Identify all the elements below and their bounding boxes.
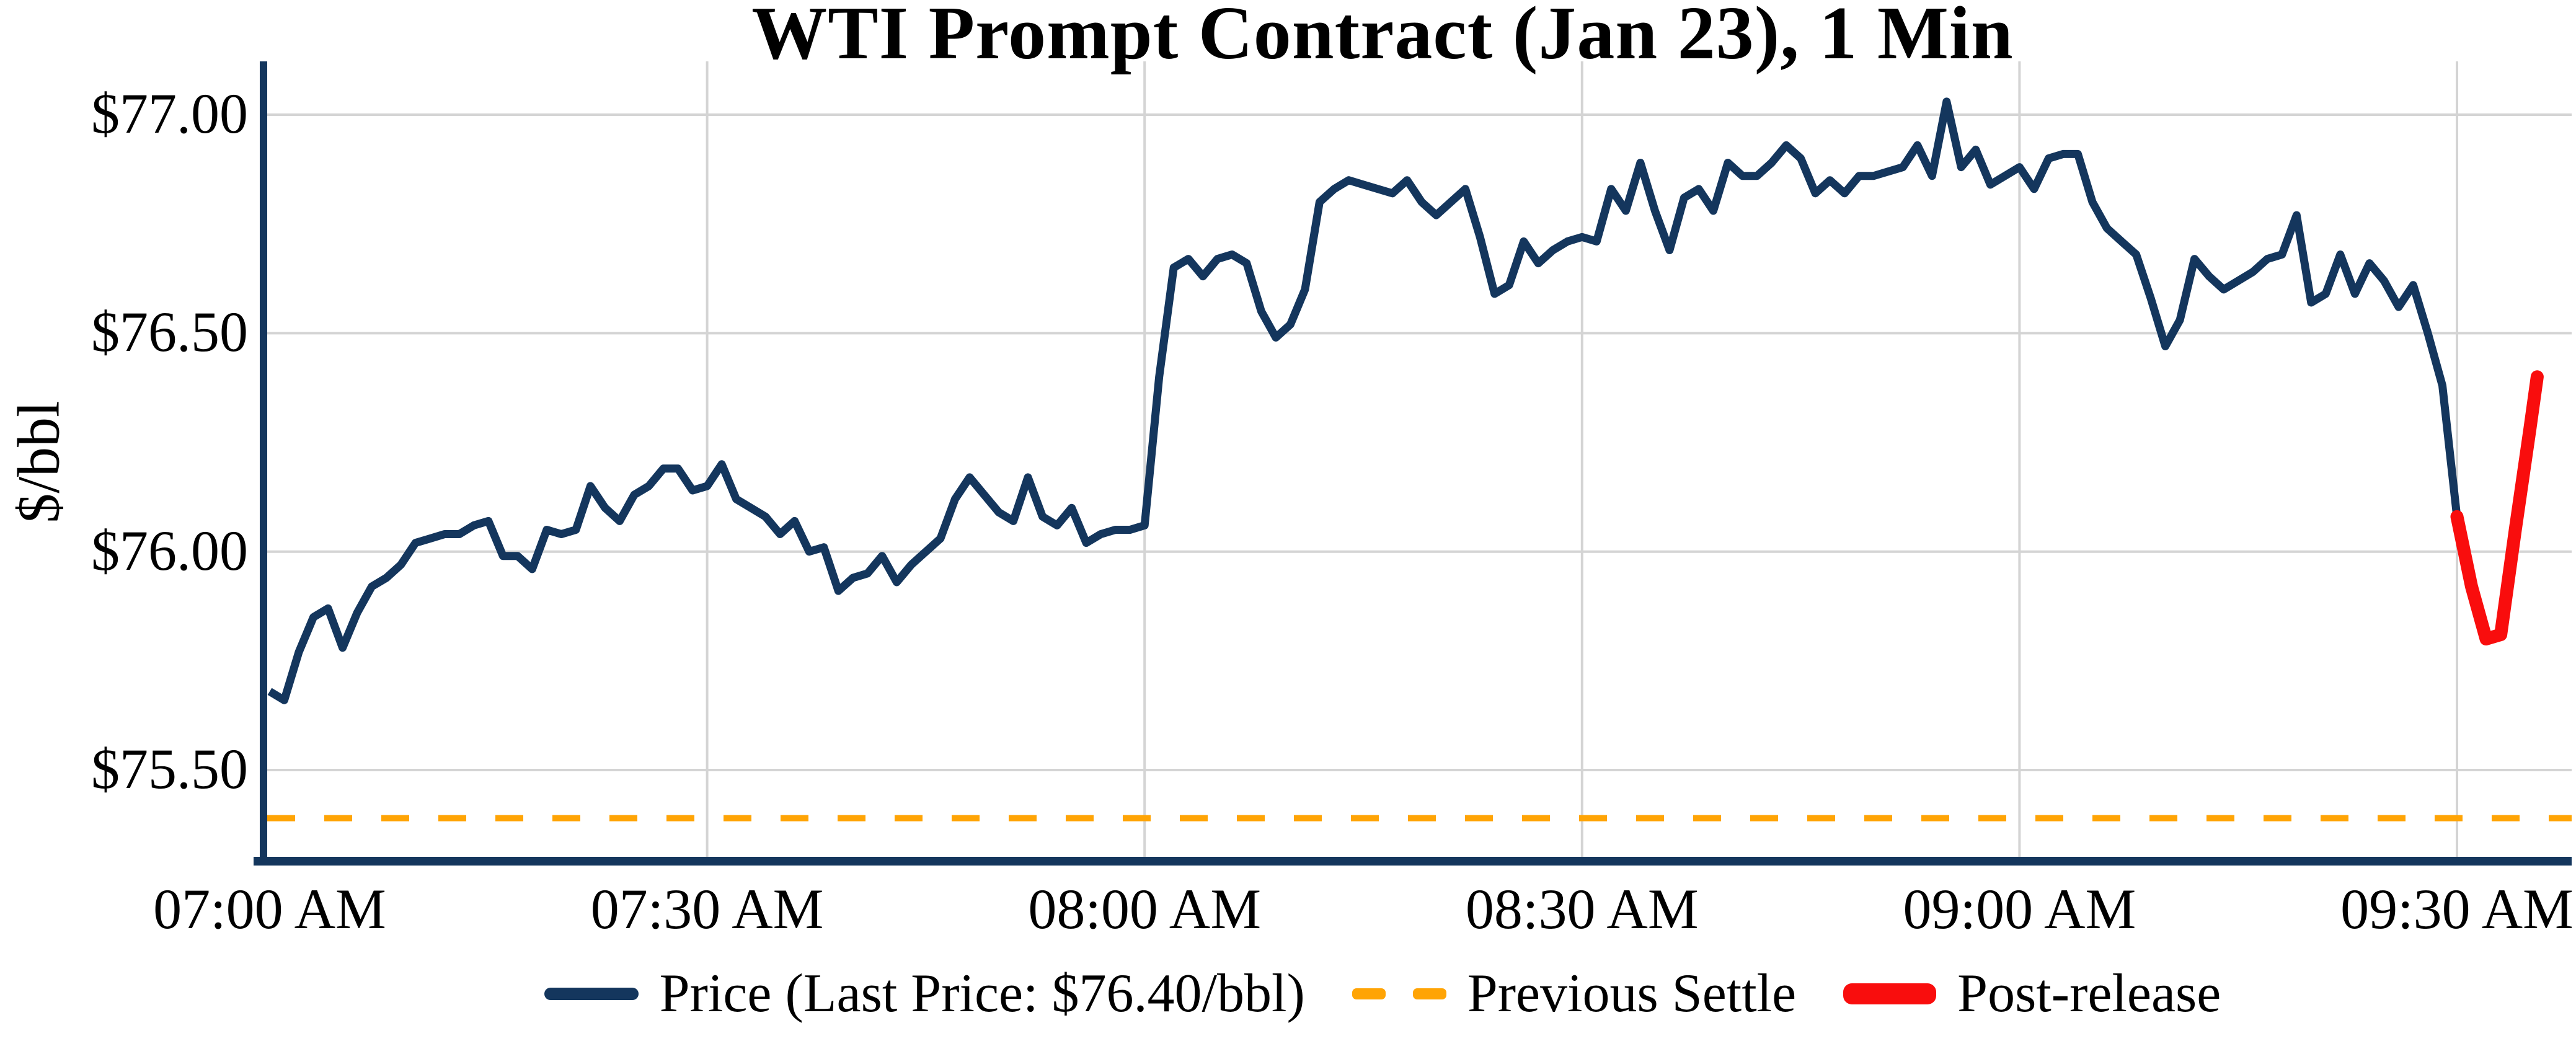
legend-item-post-release: Post-release bbox=[1843, 962, 2221, 1025]
post-release-swatch-icon bbox=[1843, 983, 1937, 1004]
x-tick-label-0700: 07:00 AM bbox=[153, 877, 386, 941]
legend: Price (Last Price: $76.40/bbl) Previous … bbox=[186, 962, 2576, 1025]
y-tick-label-76-00: $76.00 bbox=[91, 518, 248, 582]
price-line bbox=[267, 97, 2461, 704]
legend-post-label: Post-release bbox=[1957, 963, 2221, 1024]
legend-price-label: Price (Last Price: $76.40/bbl) bbox=[659, 963, 1305, 1024]
x-tick-label-0830: 08:30 AM bbox=[1465, 877, 1699, 941]
y-axis-label: $/bbl bbox=[5, 401, 72, 523]
y-tick-label-75-50: $75.50 bbox=[91, 737, 248, 801]
chart-title: WTI Prompt Contract (Jan 23), 1 Min bbox=[751, 0, 2014, 75]
legend-settle-label: Previous Settle bbox=[1467, 963, 1797, 1024]
price-line-swatch-icon bbox=[544, 987, 639, 1000]
legend-item-previous-settle: Previous Settle bbox=[1352, 962, 1796, 1025]
x-tick-label-0930: 09:30 AM bbox=[2340, 877, 2574, 941]
x-tick-label-0900: 09:00 AM bbox=[1903, 877, 2136, 941]
y-tick-label-77-00: $77.00 bbox=[91, 82, 248, 145]
y-tick-label-76-50: $76.50 bbox=[91, 300, 248, 364]
post-release-line bbox=[2450, 370, 2544, 646]
x-tick-label-0730: 07:30 AM bbox=[590, 877, 824, 941]
legend-item-price: Price (Last Price: $76.40/bbl) bbox=[544, 962, 1305, 1025]
x-tick-label-0800: 08:00 AM bbox=[1028, 877, 1262, 941]
settle-dashed-swatch-icon bbox=[1352, 988, 1446, 999]
